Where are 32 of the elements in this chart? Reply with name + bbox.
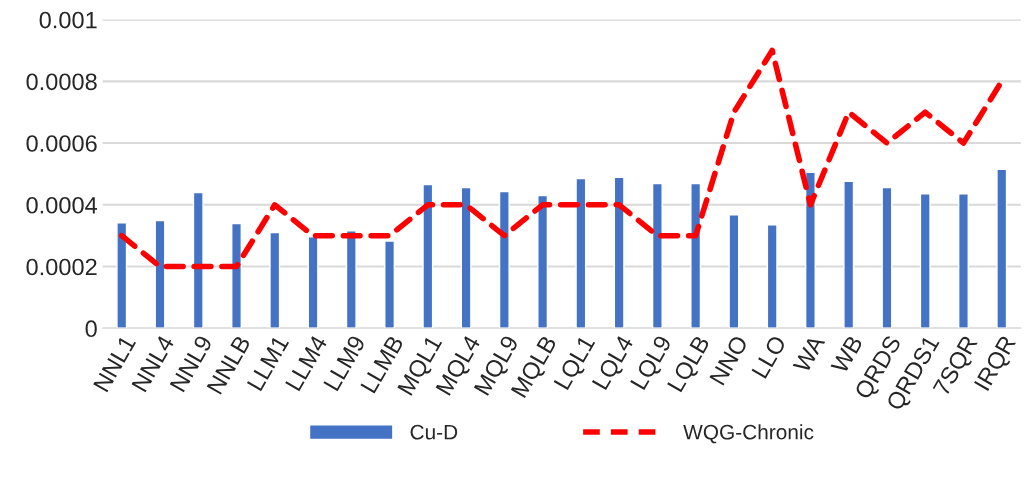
bar (919, 193, 931, 329)
bar (307, 236, 319, 329)
bar (881, 186, 893, 329)
bar (651, 182, 663, 329)
bar (231, 222, 242, 329)
y-tick-label: 0.0002 (26, 258, 97, 276)
bar (843, 180, 855, 329)
bar (498, 190, 510, 329)
bar (422, 183, 434, 329)
legend-label: Cu-D (410, 424, 458, 440)
y-tick-label: 0 (85, 320, 97, 338)
bar (384, 240, 396, 329)
bar (996, 168, 1008, 329)
bar (575, 177, 587, 329)
y-tick-label: 0.0004 (26, 196, 98, 214)
y-tick-label: 0.001 (39, 11, 97, 29)
bar (192, 191, 204, 329)
bar (460, 186, 472, 329)
bar (766, 224, 778, 329)
x-tick-label: WA (792, 333, 826, 374)
bar (269, 231, 281, 329)
bar (116, 222, 128, 329)
bar (690, 182, 702, 329)
bar (958, 193, 969, 329)
y-tick-label: 0.0008 (26, 73, 97, 91)
bar (728, 214, 740, 329)
bar (804, 171, 816, 329)
y-tick-label: 0.0006 (26, 135, 97, 152)
bar (613, 176, 625, 329)
bar (345, 230, 357, 329)
bar (537, 194, 549, 329)
legend-label: WQG-Chronic (683, 424, 814, 444)
